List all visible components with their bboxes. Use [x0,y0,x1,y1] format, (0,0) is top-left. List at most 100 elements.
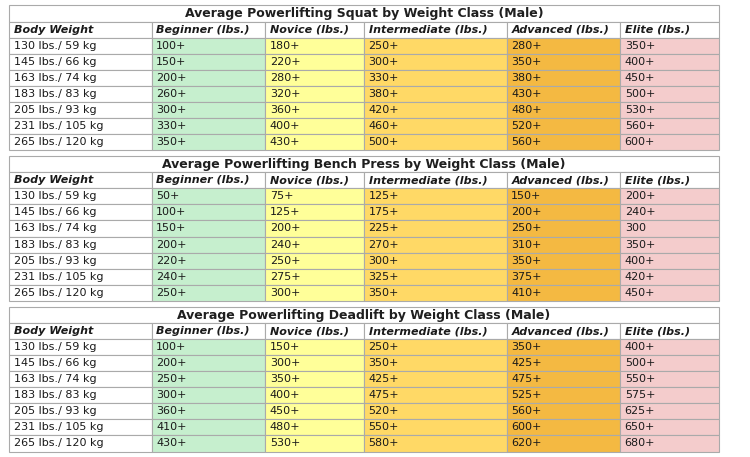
Bar [152,69,266,86]
Text: 450+: 450+ [270,406,300,416]
Text: 625+: 625+ [625,406,656,416]
Bar [507,69,620,86]
Bar [266,172,364,188]
Bar [152,420,266,436]
Text: 125+: 125+ [270,207,300,218]
Bar [266,436,364,452]
Text: 300+: 300+ [156,390,187,400]
Bar [152,86,266,102]
Bar [364,118,507,134]
Bar [9,134,152,150]
Text: 400+: 400+ [270,121,300,131]
Bar [9,420,152,436]
Text: 145 lbs./ 66 kg: 145 lbs./ 66 kg [13,358,96,368]
Bar [507,339,620,355]
Bar [266,323,364,339]
Bar [620,204,719,220]
Text: 520+: 520+ [368,406,399,416]
Text: 200+: 200+ [625,191,656,202]
Bar [266,420,364,436]
Text: 475+: 475+ [512,374,542,384]
Bar [152,436,266,452]
Text: 250+: 250+ [368,342,399,352]
Bar [266,134,364,150]
Bar [364,253,507,269]
Bar [9,388,152,404]
Text: 360+: 360+ [270,105,300,115]
Bar [152,371,266,388]
Text: 325+: 325+ [368,271,399,282]
Bar [9,156,719,172]
Text: 480+: 480+ [512,105,542,115]
Bar [507,188,620,204]
Bar [620,436,719,452]
Text: 250+: 250+ [156,374,187,384]
Text: 420+: 420+ [625,271,656,282]
Text: Intermediate (lbs.): Intermediate (lbs.) [368,25,488,35]
Bar [364,21,507,37]
Bar [152,53,266,69]
Text: 220+: 220+ [270,57,300,67]
Bar [620,172,719,188]
Text: 180+: 180+ [270,41,300,51]
Text: 350+: 350+ [368,287,399,298]
Text: 300+: 300+ [270,287,300,298]
Bar [507,371,620,388]
Text: 205 lbs./ 93 kg: 205 lbs./ 93 kg [13,105,96,115]
Text: 350+: 350+ [512,57,542,67]
Bar [364,220,507,237]
Bar [507,404,620,420]
Bar [266,37,364,53]
Bar [266,285,364,301]
Text: 275+: 275+ [270,271,300,282]
Bar [266,102,364,118]
Text: 163 lbs./ 74 kg: 163 lbs./ 74 kg [13,374,96,384]
Bar [152,269,266,285]
Bar [364,102,507,118]
Bar [364,37,507,53]
Text: 260+: 260+ [156,89,187,99]
Text: 450+: 450+ [625,287,656,298]
Text: 530+: 530+ [270,439,300,448]
Bar [9,285,152,301]
Bar [9,307,719,323]
Bar [507,21,620,37]
Text: 410+: 410+ [156,422,187,432]
Bar [620,237,719,253]
Bar [9,188,152,204]
Text: 500+: 500+ [625,358,655,368]
Text: 430+: 430+ [512,89,542,99]
Text: 200+: 200+ [512,207,542,218]
Bar [266,355,364,371]
Text: 231 lbs./ 105 kg: 231 lbs./ 105 kg [13,422,103,432]
Bar [266,388,364,404]
Bar [507,220,620,237]
Text: Novice (lbs.): Novice (lbs.) [270,25,349,35]
Text: Elite (lbs.): Elite (lbs.) [625,326,690,336]
Bar [620,86,719,102]
Bar [364,237,507,253]
Text: 130 lbs./ 59 kg: 130 lbs./ 59 kg [13,191,96,202]
Text: 500+: 500+ [368,137,399,147]
Text: 150+: 150+ [512,191,542,202]
Text: 300+: 300+ [368,57,399,67]
Bar [620,188,719,204]
Bar [266,204,364,220]
Bar [364,188,507,204]
Text: 300+: 300+ [270,358,300,368]
Text: 225+: 225+ [368,223,399,234]
Bar [507,285,620,301]
Text: 231 lbs./ 105 kg: 231 lbs./ 105 kg [13,271,103,282]
Bar [364,404,507,420]
Text: 250+: 250+ [368,41,399,51]
Text: 150+: 150+ [156,223,187,234]
Text: 240+: 240+ [270,239,300,250]
Bar [9,220,152,237]
Bar [507,102,620,118]
Bar [620,355,719,371]
Bar [266,188,364,204]
Bar [364,86,507,102]
Text: 530+: 530+ [625,105,655,115]
Text: 250+: 250+ [156,287,187,298]
Text: Beginner (lbs.): Beginner (lbs.) [156,175,250,186]
